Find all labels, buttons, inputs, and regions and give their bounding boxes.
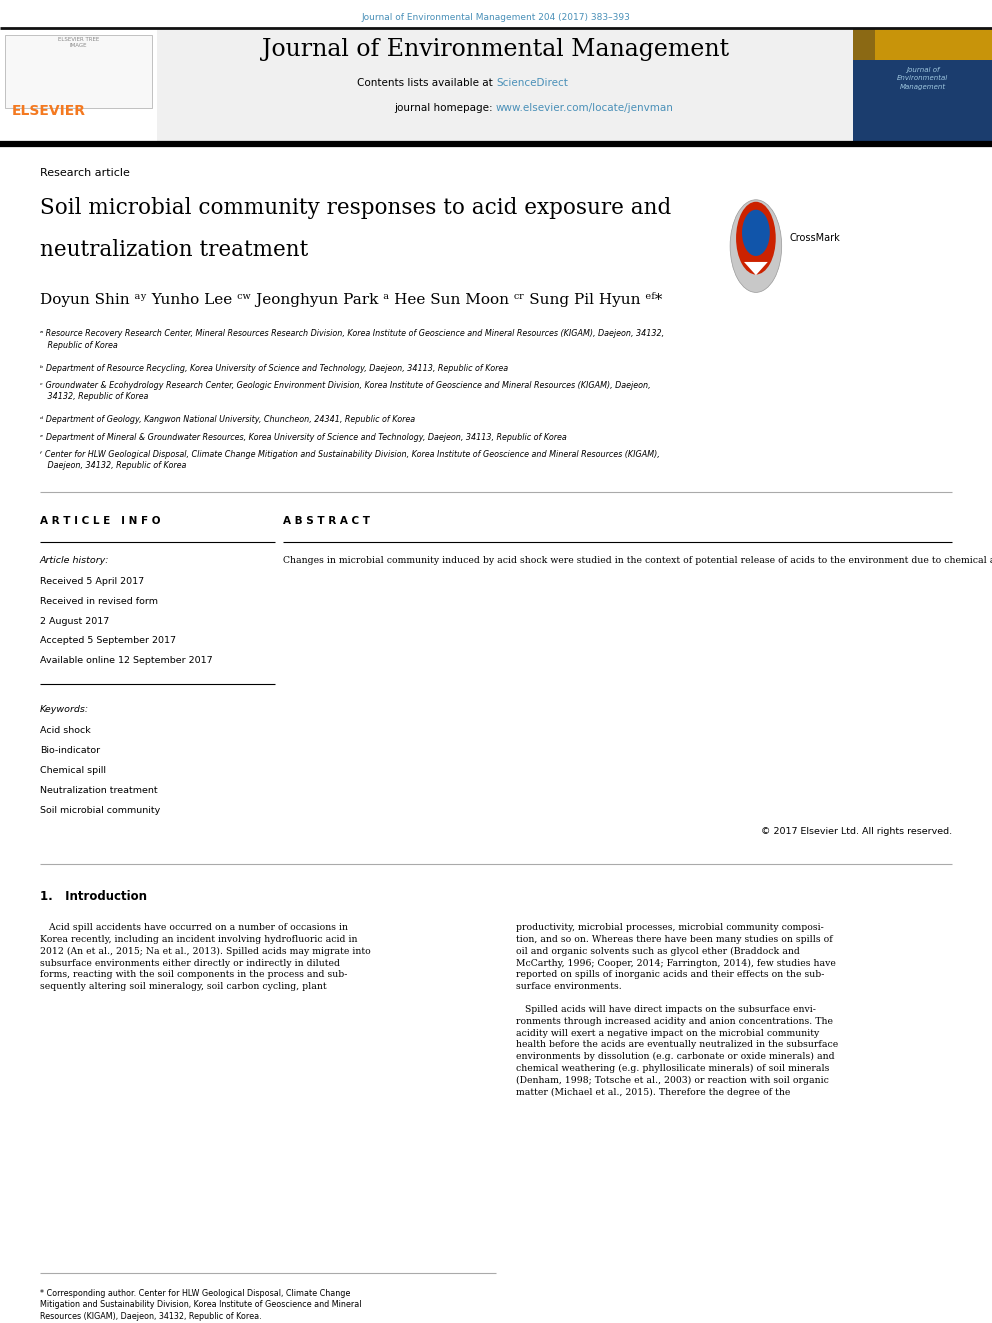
Bar: [0, 28, 157, 142]
Bar: [5, 34, 152, 108]
Text: ᶠ Center for HLW Geological Disposal, Climate Change Mitigation and Sustainabili: ᶠ Center for HLW Geological Disposal, Cl…: [40, 450, 660, 470]
Text: A R T I C L E   I N F O: A R T I C L E I N F O: [40, 516, 160, 527]
Text: Neutralization treatment: Neutralization treatment: [40, 786, 158, 795]
Bar: [0, 28, 992, 142]
Text: Chemical spill: Chemical spill: [40, 766, 106, 775]
Text: www.elsevier.com/locate/jenvman: www.elsevier.com/locate/jenvman: [496, 103, 674, 114]
Text: ScienceDirect: ScienceDirect: [496, 78, 567, 89]
Text: Received 5 April 2017: Received 5 April 2017: [40, 577, 144, 586]
Text: ᶜ Groundwater & Ecohydrology Research Center, Geologic Environment Division, Kor: ᶜ Groundwater & Ecohydrology Research Ce…: [40, 381, 651, 401]
Text: Journal of Environmental Management: Journal of Environmental Management: [263, 38, 729, 61]
Text: journal homepage:: journal homepage:: [394, 103, 496, 114]
Text: ᵇ Department of Resource Recycling, Korea University of Science and Technology, : ᵇ Department of Resource Recycling, Kore…: [40, 364, 508, 373]
Bar: [853, 28, 875, 60]
Text: © 2017 Elsevier Ltd. All rights reserved.: © 2017 Elsevier Ltd. All rights reserved…: [761, 827, 952, 836]
Text: Received in revised form: Received in revised form: [40, 597, 158, 606]
Text: 1.   Introduction: 1. Introduction: [40, 890, 147, 904]
Text: ᵃ Resource Recovery Research Center, Mineral Resources Research Division, Korea : ᵃ Resource Recovery Research Center, Min…: [40, 329, 664, 349]
Text: productivity, microbial processes, microbial community composi-
tion, and so on.: productivity, microbial processes, micro…: [516, 923, 838, 1097]
Text: Journal of Environmental Management 204 (2017) 383–393: Journal of Environmental Management 204 …: [361, 13, 631, 22]
Text: Contents lists available at: Contents lists available at: [357, 78, 496, 89]
Text: ᵉ Department of Mineral & Groundwater Resources, Korea University of Science and: ᵉ Department of Mineral & Groundwater Re…: [40, 433, 566, 442]
Ellipse shape: [730, 200, 782, 292]
Text: CrossMark: CrossMark: [790, 233, 840, 243]
Text: Doyun Shin ᵃʸ Yunho Lee ᶜʷ Jeonghyun Park ᵃ Hee Sun Moon ᶜʳ Sung Pil Hyun ᵉᶠ*: Doyun Shin ᵃʸ Yunho Lee ᶜʷ Jeonghyun Par…: [40, 292, 662, 307]
Text: Acid shock: Acid shock: [40, 726, 90, 736]
Bar: [853, 28, 992, 142]
Bar: [853, 28, 992, 60]
Text: Accepted 5 September 2017: Accepted 5 September 2017: [40, 636, 176, 646]
Text: ELSEVIER TREE
IMAGE: ELSEVIER TREE IMAGE: [58, 37, 99, 48]
Ellipse shape: [742, 209, 770, 255]
Text: ᵈ Department of Geology, Kangwon National University, Chuncheon, 24341, Republic: ᵈ Department of Geology, Kangwon Nationa…: [40, 415, 415, 425]
Text: Soil microbial community responses to acid exposure and: Soil microbial community responses to ac…: [40, 197, 671, 220]
Text: Available online 12 September 2017: Available online 12 September 2017: [40, 656, 212, 665]
Text: Bio-indicator: Bio-indicator: [40, 746, 100, 755]
Text: Keywords:: Keywords:: [40, 705, 89, 714]
Polygon shape: [744, 262, 768, 275]
Text: Research article: Research article: [40, 168, 130, 179]
Text: Changes in microbial community induced by acid shock were studied in the context: Changes in microbial community induced b…: [283, 556, 992, 565]
Text: Journal of
Environmental
Management: Journal of Environmental Management: [897, 67, 948, 90]
Text: Soil microbial community: Soil microbial community: [40, 806, 160, 815]
Text: Acid spill accidents have occurred on a number of occasions in
Korea recently, i: Acid spill accidents have occurred on a …: [40, 923, 370, 991]
Text: Article history:: Article history:: [40, 556, 109, 565]
Text: * Corresponding author. Center for HLW Geological Disposal, Climate Change
Mitig: * Corresponding author. Center for HLW G…: [40, 1289, 361, 1323]
Text: ELSEVIER: ELSEVIER: [12, 103, 86, 118]
Ellipse shape: [736, 202, 776, 275]
Text: A B S T R A C T: A B S T R A C T: [283, 516, 370, 527]
Text: 2 August 2017: 2 August 2017: [40, 617, 109, 626]
Text: neutralization treatment: neutralization treatment: [40, 239, 308, 262]
